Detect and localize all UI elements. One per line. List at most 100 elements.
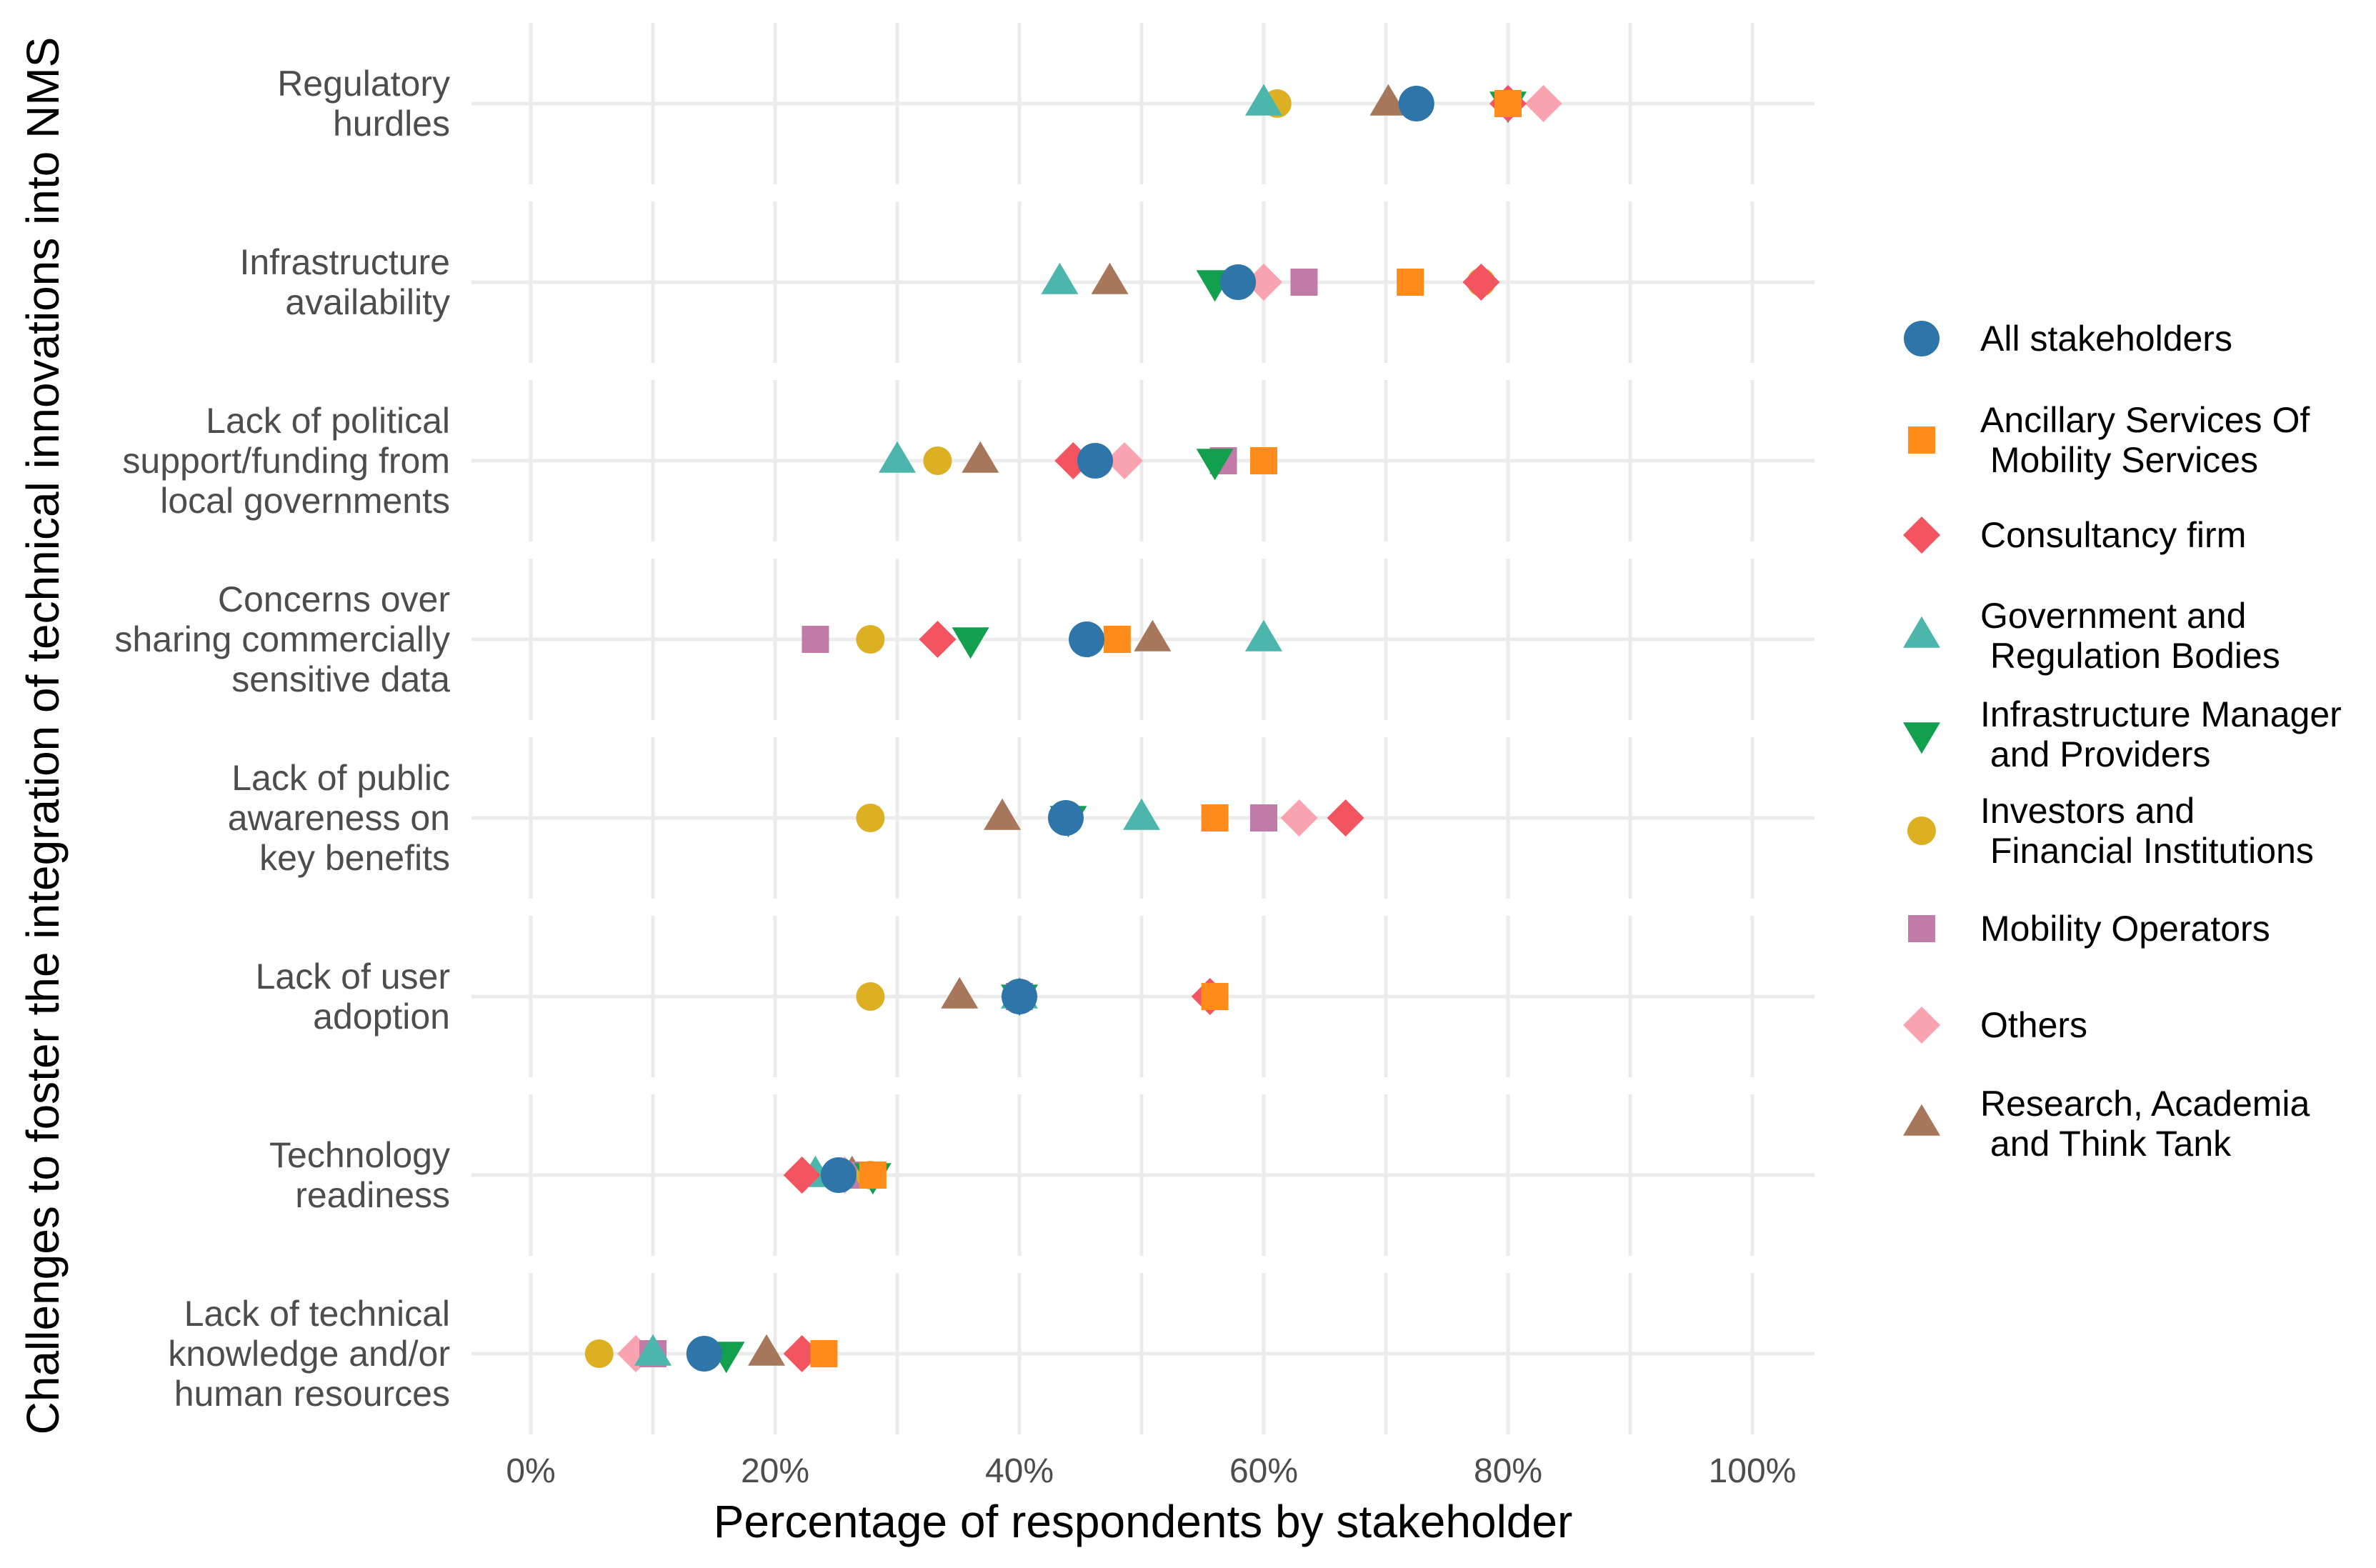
data-point xyxy=(1462,264,1500,301)
category-label-line: Lack of public xyxy=(231,758,450,798)
legend-label: Infrastructure Manager and Providers xyxy=(1980,694,2342,774)
legend-item: Infrastructure Manager and Providers xyxy=(1903,694,2342,774)
data-point xyxy=(1245,619,1282,651)
legend-label-line: Ancillary Services Of xyxy=(1980,400,2310,440)
legend-marker xyxy=(1904,321,1940,356)
data-point xyxy=(1201,983,1229,1010)
legend-label-line: and Providers xyxy=(1980,734,2210,774)
data-point xyxy=(952,627,989,659)
data-point xyxy=(962,441,999,473)
category-label: Infrastructure availability xyxy=(239,242,450,322)
data-point xyxy=(748,1334,786,1366)
data-point xyxy=(984,798,1022,830)
category-label-line: sensitive data xyxy=(231,659,450,699)
category-label-line: knowledge and/or xyxy=(168,1334,450,1374)
data-point xyxy=(1327,799,1364,837)
category-label: Lack of technical knowledge and/or human r… xyxy=(168,1294,450,1414)
legend-marker xyxy=(1903,516,1940,554)
data-point xyxy=(820,1157,857,1193)
category-label: Lack of political support/funding from loc… xyxy=(122,401,450,521)
data-point xyxy=(584,1339,614,1368)
legend-label-line: Investors and xyxy=(1980,791,2195,831)
category-label: Regulatory hurdles xyxy=(277,64,450,144)
data-points xyxy=(584,84,1562,1374)
legend-marker xyxy=(1903,1104,1940,1136)
data-point xyxy=(634,1334,672,1366)
legend-label-line: Mobility Operators xyxy=(1980,909,2270,949)
category-label: Technology readiness xyxy=(269,1135,450,1215)
legend-item: Mobility Operators xyxy=(1908,909,2270,949)
data-point xyxy=(859,1162,887,1189)
x-tick-label: 100% xyxy=(1709,1452,1797,1490)
legend-item: Consultancy firm xyxy=(1903,515,2246,555)
category-label-line: readiness xyxy=(295,1175,450,1215)
category-label-line: availability xyxy=(285,282,450,322)
data-point xyxy=(856,625,885,654)
data-point xyxy=(1047,800,1084,836)
category-label-line: sharing commercially xyxy=(114,619,450,659)
category-label-line: hurdles xyxy=(333,104,450,144)
data-point xyxy=(802,626,829,653)
category-label-line: adoption xyxy=(313,997,450,1037)
legend-label: Government and Regulation Bodies xyxy=(1980,596,2280,676)
x-tick-label: 80% xyxy=(1474,1452,1542,1490)
data-point xyxy=(810,1340,838,1367)
data-point xyxy=(1250,804,1277,832)
data-point xyxy=(919,621,957,658)
x-tick-label: 40% xyxy=(985,1452,1054,1490)
legend-marker xyxy=(1908,426,1935,454)
category-label-line: support/funding from xyxy=(122,441,450,481)
legend-marker xyxy=(1903,722,1940,754)
data-point xyxy=(1201,804,1229,832)
category-label-line: key benefits xyxy=(259,838,450,878)
data-point xyxy=(1524,85,1562,122)
legend-label: Mobility Operators xyxy=(1980,909,2270,949)
data-point xyxy=(1041,262,1079,294)
x-tick-label: 0% xyxy=(506,1452,555,1490)
data-point xyxy=(1002,979,1037,1014)
category-labels: Regulatory hurdles Infrastructure availabil… xyxy=(114,64,450,1414)
data-point xyxy=(686,1336,722,1372)
x-tick-label: 60% xyxy=(1229,1452,1298,1490)
category-label-line: human resources xyxy=(174,1374,450,1414)
category-label-line: Infrastructure xyxy=(239,242,450,282)
data-point xyxy=(1091,262,1129,294)
legend: All stakeholders Ancillary Services Of Mo… xyxy=(1903,319,2342,1164)
data-point xyxy=(1250,447,1277,474)
category-label-line: awareness on xyxy=(228,798,450,838)
data-point xyxy=(856,804,885,832)
data-point xyxy=(923,446,952,475)
category-label-line: Lack of political xyxy=(206,401,450,441)
legend-item: All stakeholders xyxy=(1904,319,2232,359)
legend-label: Investors and Financial Institutions xyxy=(1980,791,2314,871)
data-point xyxy=(1369,84,1407,116)
legend-marker xyxy=(1907,817,1936,845)
category-label: Concerns over sharing commercially sensiti… xyxy=(114,579,450,699)
legend-item: Investors and Financial Institutions xyxy=(1907,791,2314,871)
category-label-line: Concerns over xyxy=(218,579,450,619)
data-point xyxy=(1280,799,1318,837)
x-tick-label: 20% xyxy=(741,1452,809,1490)
category-label: Lack of user adoption xyxy=(256,957,450,1037)
category-label-line: Lack of technical xyxy=(184,1294,450,1334)
category-label-line: Technology xyxy=(269,1135,450,1175)
legend-label-line: All stakeholders xyxy=(1980,319,2232,359)
data-point xyxy=(783,1157,821,1194)
legend-item: Others xyxy=(1903,1005,2087,1045)
legend-item: Government and Regulation Bodies xyxy=(1903,596,2280,676)
data-point xyxy=(1106,442,1144,479)
legend-label: All stakeholders xyxy=(1980,319,2232,359)
category-label-line: Regulatory xyxy=(277,64,450,104)
data-point xyxy=(1196,449,1234,481)
legend-label-line: Research, Academia xyxy=(1980,1084,2310,1124)
legend-label: Research, Academia and Think Tank xyxy=(1980,1084,2310,1164)
x-axis-title: Percentage of respondents by stakeholder xyxy=(714,1496,1573,1547)
data-point xyxy=(1494,90,1522,117)
legend-label-line: Financial Institutions xyxy=(1980,831,2314,871)
data-point xyxy=(1123,798,1160,830)
x-axis-ticks: 0% 20% 40% 60% 80% 100% xyxy=(506,1452,1796,1490)
legend-label-line: Regulation Bodies xyxy=(1980,636,2280,676)
legend-label-line: Consultancy firm xyxy=(1980,515,2246,555)
data-point xyxy=(856,982,885,1011)
